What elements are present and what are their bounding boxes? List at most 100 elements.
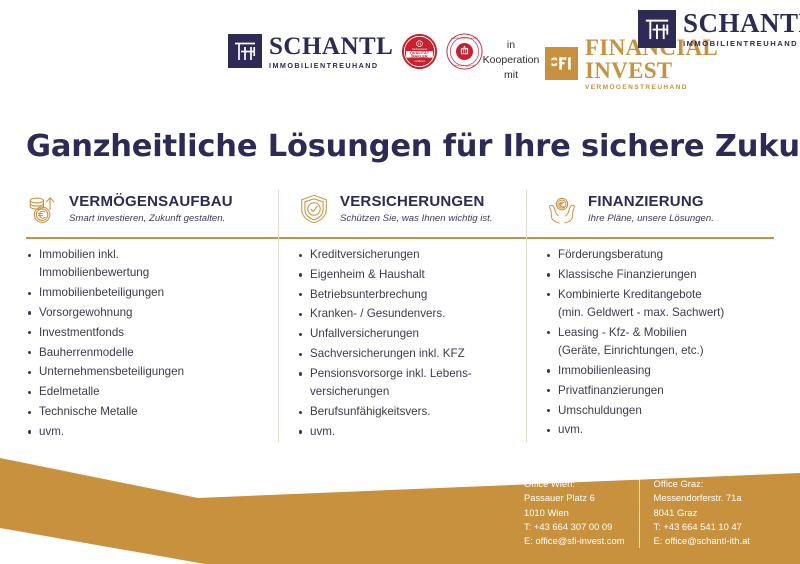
list-item: Klassische Finanzierungen — [545, 266, 774, 284]
list-item-text: Kombinierte Kreditangebote — [558, 287, 702, 301]
list-item: Pensionsvorsorge inkl. Lebens-versicheru… — [297, 365, 510, 402]
service-list: Förderungsberatung Klassische Finanzieru… — [545, 246, 774, 440]
column-subtitle: Ihre Pläne, unsere Lösungen. — [588, 213, 714, 225]
column-title: FINANZIERUNG — [588, 193, 704, 211]
shield-check-icon — [297, 192, 331, 226]
svg-text:QUALITÄT: QUALITÄT — [410, 51, 430, 55]
list-item-text: uvm. — [39, 424, 65, 438]
list-item: Kranken- / Gesundenvers. — [297, 305, 510, 323]
footer-band — [0, 440, 800, 564]
list-item-text: Unternehmensbeteiligungen — [39, 365, 185, 379]
logo-subtitle: IMMOBILIENTREUHAND — [269, 60, 379, 70]
list-item: Immobilienbeteiligungen — [26, 284, 262, 302]
column-finanzierung: FINANZIERUNG Ihre Pläne, unsere Lösungen… — [526, 186, 774, 446]
header-logo-row: SCHANTL IMMOBILIENTREUHAND G Fachverband… — [0, 0, 800, 110]
list-item-text: uvm. — [310, 424, 336, 438]
office-city: 8041 Graz — [653, 506, 698, 518]
list-item: uvm. — [545, 421, 774, 439]
list-item: Vorsorgewohnung — [26, 304, 262, 322]
list-item: Eigenheim & Haushalt — [297, 266, 510, 284]
logo-subtitle: IMMOBILIENTREUHAND — [683, 38, 799, 48]
list-item: Unternehmensbeteiligungen — [26, 363, 262, 381]
list-item-text: Immobilienleasing — [558, 363, 651, 377]
list-item: Privatfinanzierungen — [545, 382, 774, 400]
logo-schantl-corner: SCHANTL IMMOBILIENTREUHAND — [638, 10, 800, 48]
office-street: Passauer Platz 6 — [524, 492, 595, 504]
list-item: Investmentfonds — [26, 324, 262, 342]
column-header: FINANZIERUNG Ihre Pläne, unsere Lösungen… — [545, 186, 774, 232]
column-divider — [526, 190, 527, 442]
svg-text:IMMOBILIENTREUHÄNDER: IMMOBILIENTREUHÄNDER — [451, 37, 479, 40]
list-item-text: Bauherrenmodelle — [39, 345, 134, 359]
office-email[interactable]: E: office@sfi-invest.com — [524, 535, 625, 547]
svg-text:G: G — [418, 42, 421, 46]
office-email[interactable]: E: office@schantl-ith.at — [653, 535, 750, 547]
logo-name: SCHANTL — [683, 8, 800, 39]
cooperation-line-2: Kooperation — [482, 53, 540, 66]
list-item-text: Sachversicherungen inkl. KFZ — [310, 347, 465, 361]
office-label: Office Graz: — [653, 478, 704, 489]
list-item: Betriebsunterbrechung — [297, 286, 510, 304]
list-item-text: Betriebsunterbrechung — [310, 287, 428, 301]
column-title: VERSICHERUNGEN — [340, 193, 485, 211]
page-headline: Ganzheitliche Lösungen für Ihre sichere … — [26, 129, 800, 164]
service-list: Immobilien inkl. Immobilienbewertung Immo… — [26, 246, 262, 441]
list-item-text: Eigenheim & Haushalt — [310, 267, 425, 281]
list-item-text: Unfallversicherungen — [310, 327, 419, 341]
qualitaets-makler-seal-icon: G Fachverband QUALITÄT MAKLER zertifizie… — [401, 33, 438, 70]
service-columns: VERMÖGENSAUFBAU Smart investieren, Zukun… — [26, 186, 774, 446]
austrian-crest-seal-icon: IMMOBILIENTREUHÄNDER GEPRÜFTE QUALITÄT — [446, 33, 483, 70]
svg-text:GEPRÜFTE QUALITÄT: GEPRÜFTE QUALITÄT — [454, 64, 477, 67]
logo-subtitle: VERMÖGENSTREUHAND — [585, 83, 688, 91]
column-subtitle: Schützen Sie, was Ihnen wichtig ist. — [340, 213, 493, 225]
list-item: Immobilien inkl. Immobilienbewertung — [26, 246, 262, 283]
ith-monogram-icon — [638, 10, 676, 48]
list-item-text: Privatfinanzierungen — [558, 383, 664, 397]
service-list: Kreditversicherungen Eigenheim & Haushal… — [297, 246, 510, 441]
list-item-text: Technische Metalle — [39, 405, 138, 418]
list-item-continuation: versicherungen — [310, 385, 390, 399]
svg-text:Fachverband: Fachverband — [413, 48, 428, 51]
list-item: Berufsunfähigkeitsvers. — [297, 403, 510, 421]
cooperation-line-3: mit — [504, 68, 518, 81]
logo-sfi-financial-invest: FINANCIAL INVEST VERMÖGENSTREUHAND — [545, 36, 800, 92]
gold-divider-rule — [26, 237, 774, 239]
list-item: uvm. — [26, 423, 262, 441]
office-label: Office Wien: — [524, 478, 575, 489]
list-item: Leasing - Kfz- & Mobilien (Geräte, Einric… — [545, 324, 774, 361]
column-vermoegensaufbau: VERMÖGENSAUFBAU Smart investieren, Zukun… — [26, 186, 278, 446]
list-item: Immobilienleasing — [545, 362, 774, 380]
column-subtitle: Smart investieren, Zukunft gestalten. — [69, 213, 226, 225]
list-item: Bauherrenmodelle — [26, 344, 262, 362]
office-phone[interactable]: T: +43 664 541 10 47 — [653, 520, 742, 532]
hands-holding-coin-icon — [545, 192, 579, 226]
list-item-text: Berufsunfähigkeitsvers. — [310, 405, 431, 418]
list-item: Kombinierte Kreditangebote (min. Geldwert… — [545, 286, 774, 323]
cooperation-line-1: in — [506, 39, 516, 51]
list-item: uvm. — [297, 423, 510, 441]
list-item-text: Kreditversicherungen — [310, 248, 420, 261]
list-item-text: Förderungsberatung — [558, 248, 664, 261]
list-item: Unfallversicherungen — [297, 325, 510, 343]
column-divider — [278, 190, 279, 442]
office-phone[interactable]: T: +43 664 307 00 09 — [524, 520, 613, 532]
office-street: Messendorferstr. 71a — [653, 492, 742, 504]
list-item-text: Leasing - Kfz- & Mobilien — [558, 325, 687, 339]
column-header: VERMÖGENSAUFBAU Smart investieren, Zukun… — [26, 186, 262, 232]
column-header: VERSICHERUNGEN Schützen Sie, was Ihnen w… — [297, 186, 510, 232]
column-title: VERMÖGENSAUFBAU — [69, 193, 233, 211]
list-item-text: uvm. — [558, 423, 584, 437]
list-item-text: Immobilienbeteiligungen — [39, 286, 165, 300]
list-item: Technische Metalle — [26, 403, 262, 421]
svg-text:MAKLER: MAKLER — [412, 54, 428, 58]
logo-schantl-primary: SCHANTL IMMOBILIENTREUHAND G Fachverband… — [228, 33, 483, 70]
coins-growth-euro-icon — [26, 192, 60, 226]
list-item-text: Pensionsvorsorge inkl. Lebens- — [310, 366, 472, 380]
office-wien: Office Wien: Passauer Platz 6 1010 Wien … — [524, 477, 639, 548]
ith-monogram-icon — [228, 34, 262, 69]
list-item-continuation: (Geräte, Einrichtungen, etc.) — [558, 344, 704, 358]
list-item-text: Umschuldungen — [558, 403, 642, 417]
list-item-text: Kranken- / Gesundenvers. — [310, 307, 446, 321]
sfi-monogram-icon — [545, 47, 578, 81]
